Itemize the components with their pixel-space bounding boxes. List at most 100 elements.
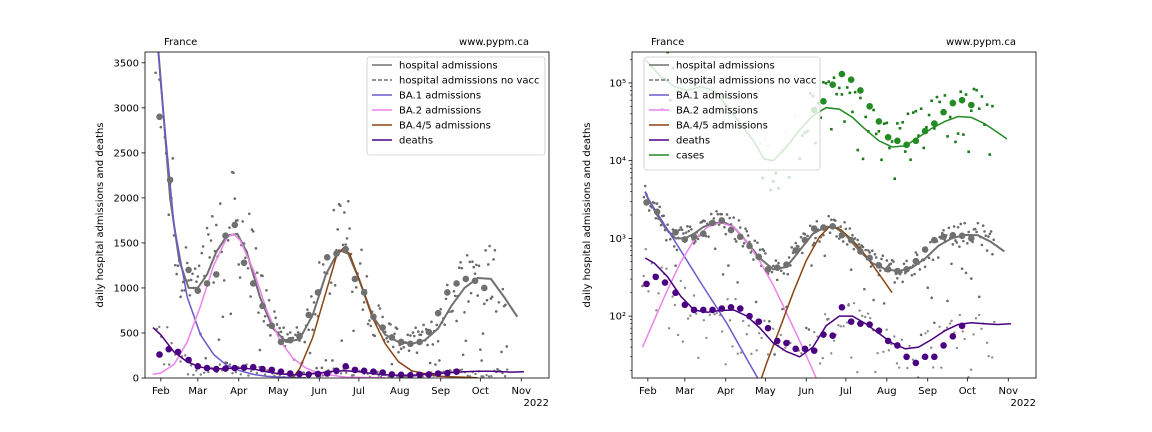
deaths-daily-point (665, 267, 668, 270)
hospital-admissions-daily-point (927, 256, 931, 260)
hospital-admissions-daily-point (709, 212, 713, 216)
hospital-admissions-daily-point (409, 334, 412, 337)
hospital-admissions-daily-point (738, 226, 742, 229)
hospital-admissions-daily-point (426, 343, 429, 347)
hospital-admissions-daily-point (654, 216, 658, 220)
hospital-admissions-daily-point (378, 307, 382, 310)
weekly-point-deaths (397, 371, 405, 378)
hospital-admissions-daily-point (849, 268, 853, 272)
hospital-admissions-daily-point (407, 349, 411, 353)
hospital-admissions-daily-point (966, 242, 969, 245)
hospital-admissions-daily-point (171, 157, 175, 160)
hospital-admissions-daily-point (385, 336, 388, 340)
cases-daily-point (840, 93, 844, 96)
hospital-admissions-daily-point (391, 345, 395, 349)
hospital-admissions-daily-point (808, 224, 812, 228)
hospital-admissions-daily-point (274, 316, 278, 320)
weekly-point-deaths (690, 306, 698, 314)
hospital-admissions-daily-point (913, 272, 916, 276)
hospital-admissions-daily-point (452, 290, 456, 293)
deaths-daily-point (980, 327, 983, 330)
hospital-admissions-daily-point (339, 204, 342, 208)
deaths-daily-point (692, 294, 696, 297)
hospital-admissions-daily-point (471, 260, 474, 263)
hospital-admissions-daily-point (255, 271, 259, 274)
deaths-daily-point (847, 302, 850, 306)
hospital-admissions-daily-point (748, 240, 751, 244)
x-tick-label: May (268, 386, 289, 397)
weekly-point-hospital-admissions (912, 257, 920, 265)
hospital-admissions-daily-point (422, 323, 425, 327)
hospital-admissions-daily-point (386, 340, 390, 343)
weekly-point-deaths (838, 303, 846, 311)
deaths-daily-point (806, 398, 808, 400)
cases-daily-point (896, 122, 899, 125)
weekly-point-hospital-admissions (820, 224, 827, 231)
hospital-admissions-daily-point (787, 256, 791, 259)
hospital-admissions-daily-point (732, 216, 735, 219)
weekly-point-deaths (875, 327, 883, 334)
deaths-daily-point (887, 349, 891, 352)
hospital-admissions-daily-point (188, 293, 192, 297)
hospital-admissions-daily-point (479, 348, 482, 351)
x-tick-label: Mar (188, 386, 208, 397)
x-tick-label: Feb (639, 386, 657, 397)
weekly-point-hospital-admissions (407, 340, 414, 348)
hospital-admissions-daily-point (807, 328, 811, 331)
weekly-point-hospital-admissions (388, 334, 396, 341)
hospital-admissions-daily-point (209, 239, 213, 242)
hospital-admissions-daily-point (696, 237, 700, 241)
hospital-admissions-daily-point (331, 359, 334, 362)
hospital-admissions-daily-point (762, 249, 766, 253)
hospital-admissions-daily-point (229, 312, 233, 316)
hospital-admissions-daily-point (329, 281, 333, 284)
hospital-admissions-daily-point (863, 287, 866, 291)
hospital-admissions-daily-point (185, 261, 189, 265)
hospital-admissions-daily-point (483, 302, 486, 306)
weekly-point-hospital-admissions (884, 266, 892, 273)
hospital-admissions-daily-point (238, 276, 242, 279)
weekly-point-cases (884, 133, 892, 141)
x-tick-label: Sep (918, 386, 937, 397)
hospital-admissions-daily-point (834, 219, 837, 222)
weekly-point-deaths (407, 371, 414, 378)
weekly-point-deaths (203, 364, 211, 372)
hospital-admissions-daily-point (686, 225, 689, 228)
hospital-admissions-daily-point (930, 296, 933, 300)
deaths-daily-point (741, 319, 745, 323)
hospital-admissions-daily-point (443, 323, 446, 327)
hospital-admissions-daily-point (328, 292, 332, 295)
deaths-daily-point (724, 363, 727, 366)
weekly-point-hospital-admissions (792, 247, 800, 254)
hospital-admissions-daily-point (197, 264, 201, 268)
hospital-admissions-daily-point (822, 233, 825, 237)
weekly-point-deaths (212, 365, 220, 373)
hospital-admissions-daily-point (873, 252, 877, 256)
weekly-point-deaths (773, 337, 781, 345)
hospital-admissions-daily-point (675, 248, 679, 252)
hospital-admissions-daily-point (489, 297, 493, 300)
weekly-point-cases (968, 101, 975, 109)
deaths-daily-point (192, 373, 195, 377)
weekly-point-deaths (884, 337, 892, 345)
hospital-admissions-daily-point (323, 271, 326, 274)
hospital-admissions-daily-point (786, 272, 790, 276)
hospital-admissions-daily-point (273, 310, 276, 313)
hospital-admissions-daily-point (317, 261, 321, 264)
hospital-admissions-daily-point (955, 241, 959, 244)
hospital-admissions-daily-point (736, 281, 739, 284)
hospital-admissions-daily-point (265, 288, 268, 292)
weekly-point-hospital-admissions (643, 199, 650, 206)
hospital-admissions-daily-point (642, 195, 646, 199)
deaths-daily-point (821, 356, 824, 360)
hospital-admissions-daily-point (959, 222, 963, 226)
hospital-admissions-daily-point (915, 253, 919, 257)
weekly-point-cases (903, 141, 910, 149)
cases-daily-point (935, 95, 939, 99)
deaths-daily-point (683, 286, 687, 290)
hospital-admissions-daily-point (753, 239, 757, 243)
cases-daily-point (843, 120, 846, 123)
legend-label: hospital admissions (399, 61, 498, 72)
deaths-daily-point (352, 374, 355, 377)
deaths-daily-point (166, 326, 169, 329)
